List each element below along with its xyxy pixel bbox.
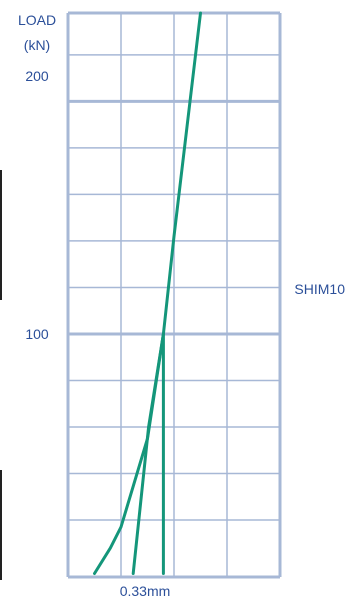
y-axis-label-line1: LOAD <box>18 12 56 28</box>
scan-edge-mark <box>0 470 2 580</box>
series-line-2 <box>131 332 165 575</box>
series-label: SHIM10 <box>294 281 345 297</box>
curves <box>93 11 202 575</box>
y-tick-label: 100 <box>25 326 49 342</box>
grid <box>66 11 282 579</box>
annotation-label: 0.33mm <box>120 583 171 597</box>
y-tick-label: 200 <box>25 68 49 84</box>
y-axis-label-line2: (kN) <box>24 37 50 53</box>
scan-edge-mark <box>0 170 2 300</box>
